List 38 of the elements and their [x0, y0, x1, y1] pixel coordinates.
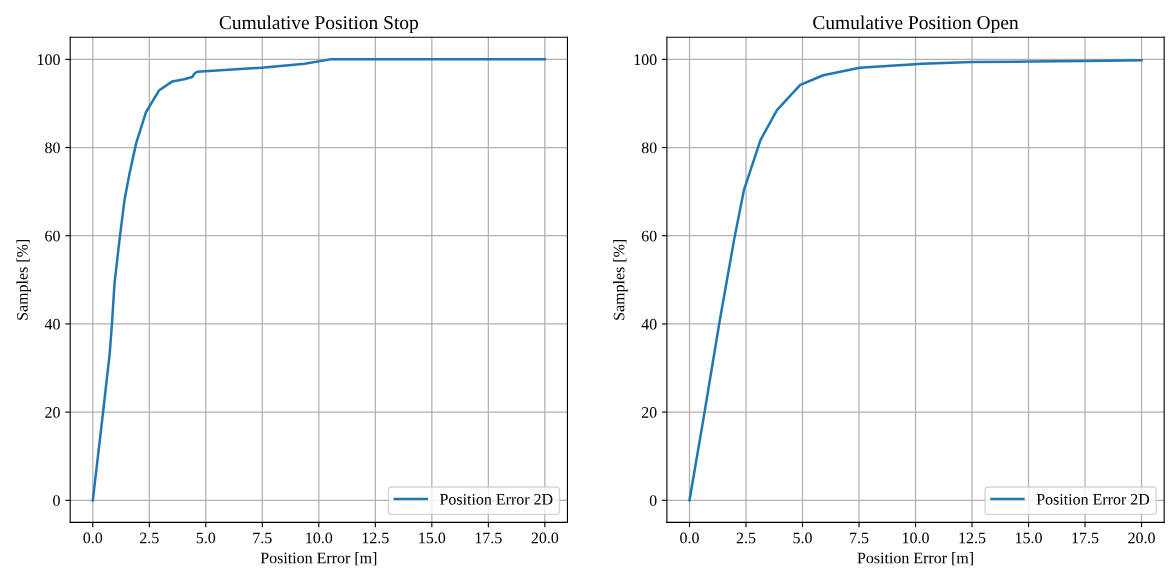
x-tick-label: 17.5 — [1072, 532, 1099, 544]
x-tick-label: 15.0 — [419, 532, 446, 544]
y-tick-label: 80 — [641, 142, 657, 154]
y-axis-title: Samples [%] — [16, 239, 31, 320]
x-tick-label: 7.5 — [850, 532, 869, 544]
y-tick-label: 40 — [641, 318, 657, 330]
x-tick-label: 17.5 — [475, 532, 502, 544]
x-tick-label: 5.0 — [196, 532, 216, 544]
y-tick-label: 40 — [44, 318, 60, 330]
x-tick-label: 7.5 — [253, 532, 272, 544]
legend-label: Position Error 2D — [1036, 493, 1150, 505]
y-tick-label: 0 — [649, 495, 657, 506]
x-tick-label: 2.5 — [140, 532, 159, 544]
legend-label: Position Error 2D — [439, 493, 553, 505]
y-tick-label: 60 — [641, 230, 657, 242]
y-tick-label: 20 — [45, 407, 60, 418]
x-tick-label: 12.5 — [959, 532, 986, 544]
y-axis-title: Samples [%] — [613, 239, 628, 320]
x-axis-title: Position Error [m] — [857, 552, 973, 566]
x-tick-label: 0.0 — [680, 532, 699, 544]
y-tick-label: 100 — [37, 54, 60, 66]
x-tick-label: 10.0 — [306, 532, 333, 544]
y-tick-label: 20 — [641, 407, 657, 418]
y-tick-label: 0 — [53, 495, 60, 506]
x-tick-label: 0.0 — [83, 532, 103, 544]
x-tick-label: 2.5 — [736, 532, 756, 544]
chart-title: Cumulative Position Open — [813, 15, 1019, 34]
chart-title: Cumulative Position Stop — [219, 15, 418, 34]
x-tick-label: 20.0 — [531, 532, 559, 544]
x-tick-label: 20.0 — [1128, 532, 1155, 544]
x-tick-label: 12.5 — [362, 532, 389, 544]
y-tick-label: 60 — [45, 230, 60, 242]
x-tick-label: 5.0 — [793, 532, 812, 544]
y-tick-label: 80 — [45, 142, 60, 154]
x-tick-label: 15.0 — [1015, 532, 1042, 544]
y-tick-label: 100 — [634, 54, 657, 66]
x-axis-title: Position Error [m] — [260, 552, 377, 566]
x-tick-label: 10.0 — [902, 532, 929, 544]
